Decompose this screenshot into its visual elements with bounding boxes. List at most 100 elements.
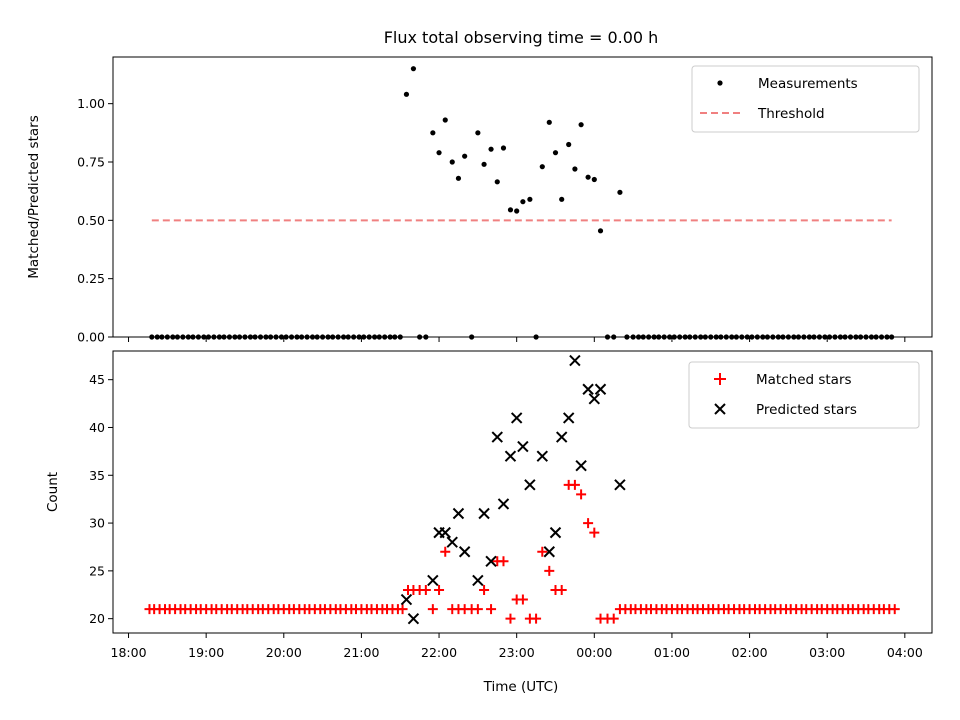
matched-star-point (479, 584, 490, 595)
measurement-point (273, 334, 279, 340)
predicted-star-point (478, 507, 490, 520)
matched-star-point (889, 604, 900, 615)
legend-plus-marker (714, 373, 726, 385)
predicted-star-point (446, 536, 458, 548)
measurement-point (811, 334, 817, 340)
measurement-point (718, 334, 724, 340)
measurement-point (211, 334, 217, 340)
y-tick-label: 25 (89, 563, 105, 578)
measurement-point (164, 334, 170, 340)
measurement-point (527, 196, 533, 202)
measurement-point (546, 119, 552, 125)
predicted-star-point (614, 479, 626, 491)
top-panel-ylabel: Matched/Predicted stars (26, 115, 42, 278)
legend-dot-marker (717, 80, 723, 86)
predicted-star-point (407, 612, 420, 625)
measurement-point (236, 334, 243, 340)
predicted-star-point (524, 479, 536, 491)
matched-star-point (420, 584, 431, 595)
measurement-point (853, 334, 859, 340)
measurement-point (201, 334, 207, 340)
measurement-point (455, 175, 462, 181)
matched-star-point (537, 546, 548, 557)
matched-star-point (505, 613, 516, 624)
measurement-point (785, 334, 791, 340)
measurement-point (723, 334, 729, 340)
bottom-panel-frame (112, 350, 933, 634)
matched-star-point (498, 556, 509, 567)
x-tick-label: 22:00 (421, 645, 457, 660)
matched-star-point (517, 594, 528, 605)
measurement-point (257, 334, 264, 340)
measurement-point (475, 130, 481, 136)
predicted-star-point (400, 593, 413, 606)
measurement-point (320, 334, 326, 340)
measurement-point (889, 334, 895, 340)
measurement-point (775, 334, 781, 340)
measurement-point (226, 334, 233, 340)
measurement-point (842, 334, 848, 340)
measurement-point (868, 334, 875, 340)
measurement-point (739, 334, 745, 340)
measurement-point (288, 334, 295, 340)
measurement-point (692, 334, 698, 340)
measurement-point (630, 334, 636, 340)
measurement-point (500, 145, 507, 151)
y-tick-label: 40 (89, 420, 105, 435)
measurement-point (442, 117, 448, 123)
measurement-point (170, 334, 176, 340)
measurement-point (760, 334, 766, 340)
top-panel-y-axis: 0.00 0.25 0.50 0.75 1.00 (77, 96, 113, 345)
legend-measurements: Measurements (758, 76, 858, 92)
matched-star-point (569, 479, 580, 490)
measurement-point (449, 159, 455, 165)
measurement-point (417, 334, 423, 340)
measurement-point (278, 334, 285, 340)
measurement-point (791, 334, 797, 340)
x-tick-label: 18:00 (111, 645, 147, 660)
measurement-point (749, 334, 755, 340)
legend-matched-stars: Matched stars (756, 372, 852, 388)
predicted-star-point (485, 555, 497, 568)
measurement-point (597, 228, 604, 234)
measurement-point (520, 199, 526, 205)
y-tick-label: 35 (89, 468, 105, 483)
measurement-point (651, 334, 657, 340)
measurement-point (247, 334, 254, 340)
measurement-point (559, 196, 565, 202)
matched-star-point (397, 604, 408, 615)
measurement-point (847, 334, 854, 340)
measurement-point (604, 334, 611, 340)
measurement-point (154, 334, 160, 340)
measurement-point (857, 334, 864, 340)
measurement-point (252, 334, 258, 340)
measurement-point (733, 334, 739, 340)
matched-star-point (583, 518, 594, 529)
measurement-point (469, 334, 475, 340)
measurement-point (873, 334, 879, 340)
measurement-point (299, 334, 305, 340)
y-tick-label: 30 (89, 516, 105, 531)
y-tick-label: 20 (89, 611, 105, 626)
measurement-point (430, 130, 436, 136)
measurement-point (488, 146, 494, 152)
measurement-point (826, 334, 833, 340)
measurement-point (149, 334, 155, 340)
measurement-point (410, 66, 417, 72)
legend-box (688, 361, 920, 429)
measurement-point (232, 334, 238, 340)
measurement-point (702, 334, 708, 340)
measurement-point (780, 334, 786, 340)
predicted-star-point (536, 450, 549, 462)
x-tick-label: 21:00 (343, 645, 379, 660)
measurement-point (863, 334, 869, 340)
x-axis-label: Time (UTC) (483, 679, 559, 695)
measurement-point (698, 334, 704, 340)
measurement-point (617, 189, 623, 195)
bottom-panel-x-axis: 18:00 19:00 20:00 21:00 22:00 23:00 00:00 01:00… (111, 633, 923, 660)
predicted-star-point (582, 383, 594, 395)
y-tick-label: 0.50 (77, 213, 105, 228)
bottom-panel-count: 20 25 30 35 40 45 18:00 19:00 20:00 21:00 22:00 23… (45, 350, 933, 695)
top-panel-data (149, 66, 895, 340)
measurement-point (801, 334, 807, 340)
